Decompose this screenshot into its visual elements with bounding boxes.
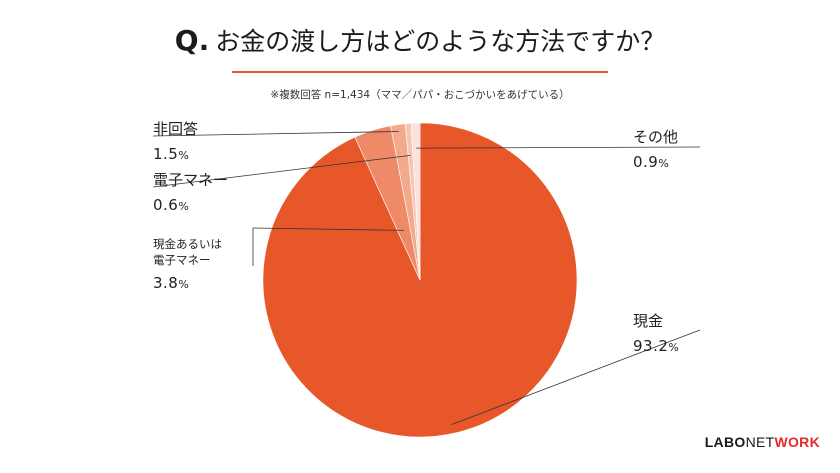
label-both-number: 3.8 bbox=[153, 274, 179, 292]
question-prefix: Q. bbox=[174, 24, 210, 57]
label-emoney: 電子マネー 0.6% bbox=[153, 171, 228, 216]
brand-logo: LABONETWORK bbox=[705, 434, 820, 450]
label-emoney-number: 0.6 bbox=[153, 196, 179, 214]
title-underline bbox=[232, 71, 608, 73]
leader-line-cash bbox=[451, 329, 701, 425]
label-other-value: 0.9% bbox=[633, 153, 678, 173]
label-cash-name: 現金 bbox=[633, 312, 664, 330]
label-both-unit: % bbox=[178, 278, 190, 291]
brand-part2: NET bbox=[745, 434, 775, 450]
leader-line-emoney bbox=[152, 155, 411, 188]
label-none-number: 1.5 bbox=[153, 145, 179, 163]
chart-title: Q. お金の渡し方はどのような方法ですか？ bbox=[0, 22, 840, 58]
pie-slice-other bbox=[410, 122, 421, 281]
label-none-value: 1.5% bbox=[153, 145, 198, 165]
leader-line-other bbox=[416, 146, 701, 149]
sample-note: ※複数回答 n=1,434（ママ／パパ・おこづかいをあげている） bbox=[270, 89, 570, 101]
label-other-number: 0.9 bbox=[633, 153, 659, 171]
label-cash-number: 93.2 bbox=[633, 337, 669, 355]
label-both-line1: 現金あるいは bbox=[153, 237, 222, 251]
label-none-name: 非回答 bbox=[153, 120, 199, 138]
label-both-value: 3.8% bbox=[153, 274, 222, 294]
label-cash-value: 93.2% bbox=[633, 337, 679, 357]
label-both-line2: 電子マネー bbox=[153, 253, 211, 267]
leader-lines bbox=[152, 131, 701, 425]
label-emoney-name: 電子マネー bbox=[153, 171, 229, 189]
label-both: 現金あるいは 電子マネー 3.8% bbox=[153, 236, 222, 294]
label-other-unit: % bbox=[658, 157, 670, 170]
label-cash: 現金 93.2% bbox=[633, 312, 679, 357]
brand-part3: WORK bbox=[774, 434, 820, 450]
leader-line-none bbox=[152, 131, 399, 137]
label-none-unit: % bbox=[178, 149, 190, 162]
pie-slices bbox=[262, 122, 578, 438]
question-text: お金の渡し方はどのような方法ですか？ bbox=[215, 27, 666, 56]
label-other-name: その他 bbox=[633, 128, 679, 146]
label-emoney-value: 0.6% bbox=[153, 196, 228, 216]
leader-line-both bbox=[252, 227, 405, 266]
brand-part1: LABO bbox=[704, 434, 746, 450]
label-other: その他 0.9% bbox=[633, 128, 678, 173]
label-emoney-unit: % bbox=[178, 200, 190, 213]
label-none: 非回答 1.5% bbox=[153, 120, 198, 165]
label-cash-unit: % bbox=[668, 341, 680, 354]
